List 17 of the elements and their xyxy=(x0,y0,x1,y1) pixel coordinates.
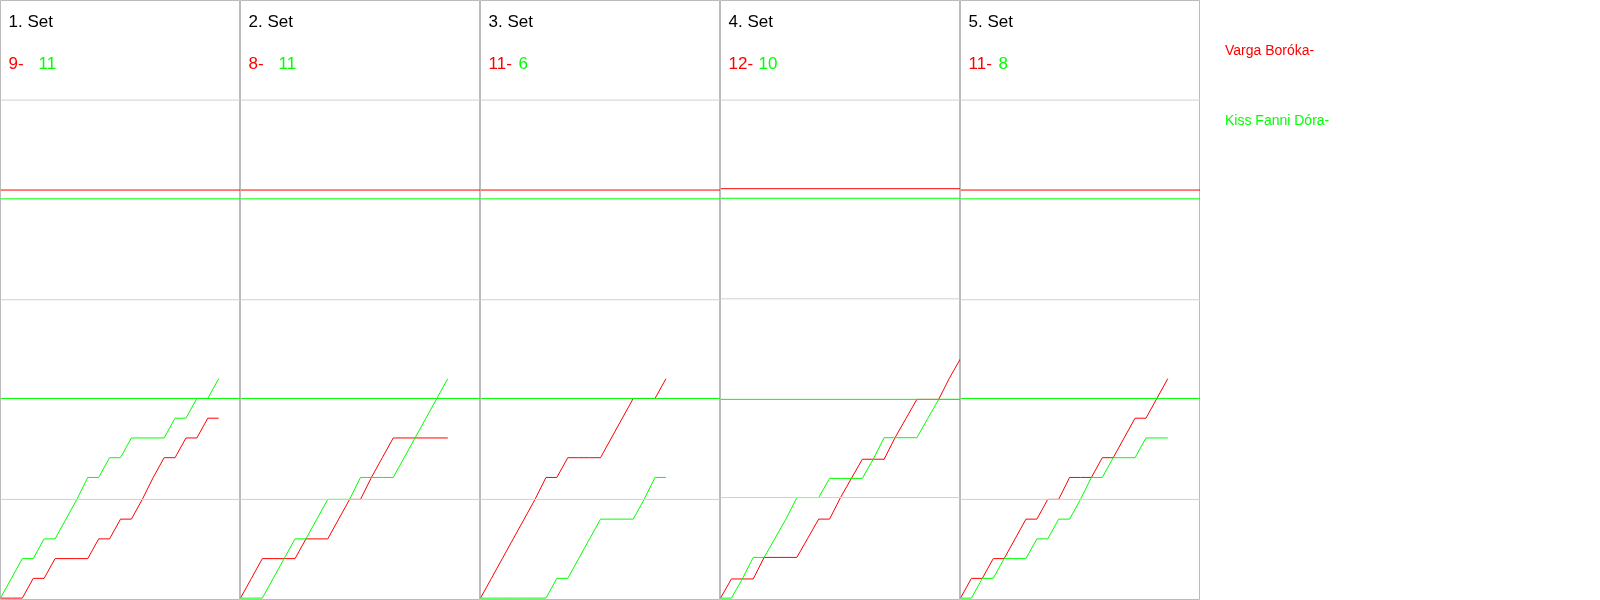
text: 11- xyxy=(968,53,992,73)
text: 11 xyxy=(38,53,57,73)
chart-title: 3. Set xyxy=(488,11,534,31)
text: 11- xyxy=(488,53,512,73)
chart-title: 4. Set xyxy=(728,11,774,31)
chart-title: 2. Set xyxy=(248,11,294,31)
text: 8 xyxy=(998,53,1008,73)
text: Kiss Fanni Dóra- xyxy=(1225,111,1330,130)
text: 8- xyxy=(248,53,264,73)
text: 10 xyxy=(758,53,778,73)
text: 12- xyxy=(728,53,754,73)
text: 11 xyxy=(278,53,297,73)
text: 6 xyxy=(518,53,528,73)
text: 9- xyxy=(8,53,24,73)
chart-title: 5. Set xyxy=(968,11,1014,31)
chart-title: 1. Set xyxy=(8,11,54,31)
text: Varga Boróka- xyxy=(1225,41,1316,60)
